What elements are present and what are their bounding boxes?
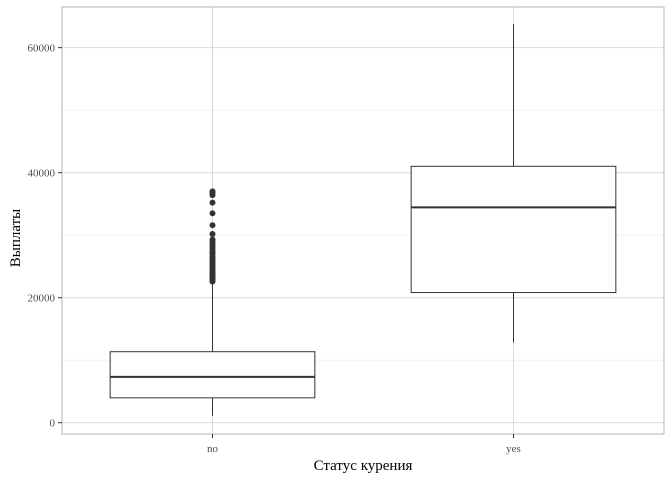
- y-tick-label: 60000: [28, 43, 56, 55]
- x-axis-title: Статус курения: [314, 458, 413, 474]
- x-axis-ticks: no yes: [207, 434, 521, 455]
- outlier-point: [209, 210, 216, 217]
- outlier-point: [209, 188, 216, 195]
- outlier-point: [209, 199, 216, 206]
- outlier-point: [209, 222, 216, 229]
- panel-border: [61, 6, 665, 435]
- boxes: [109, 24, 617, 416]
- iqr-box: [109, 351, 316, 399]
- y-axis-title: Выплаты: [8, 209, 24, 268]
- y-tick-label: 20000: [28, 293, 56, 305]
- x-tick-label: yes: [506, 443, 521, 455]
- y-tick-label: 0: [50, 418, 56, 430]
- x-tick-label: no: [207, 443, 219, 455]
- y-tick-label: 40000: [28, 168, 56, 180]
- iqr-box: [410, 165, 617, 294]
- plot-panel: [61, 6, 665, 435]
- y-axis-ticks: 0 20000 40000 60000: [28, 43, 62, 430]
- outlier-point: [209, 236, 216, 243]
- box-no: [109, 188, 316, 416]
- outlier-point: [209, 230, 216, 237]
- box-yes: [410, 24, 617, 343]
